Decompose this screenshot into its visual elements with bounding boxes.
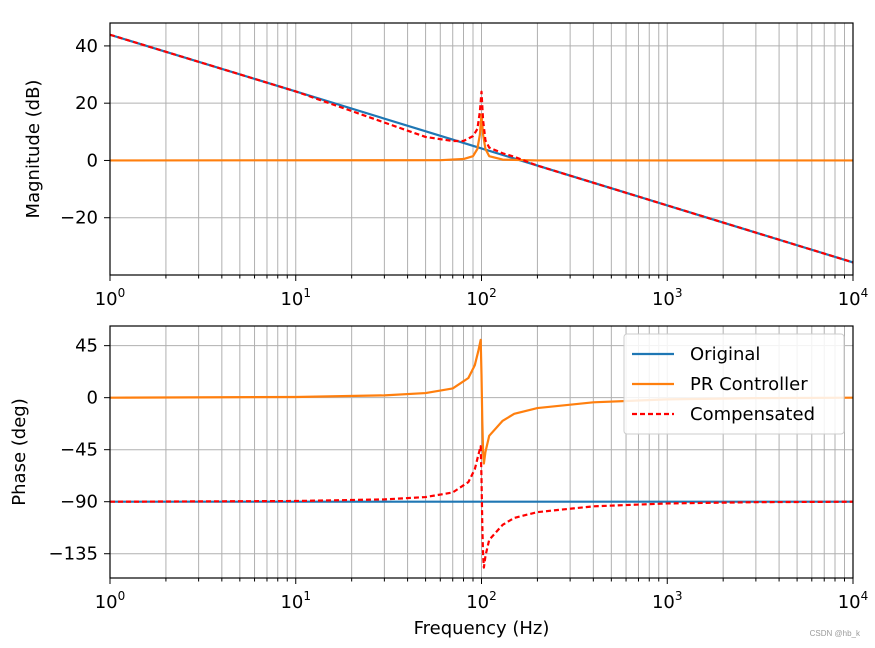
x-tick-label: 103 — [652, 589, 683, 613]
y-axis-label: Magnitude (dB) — [23, 80, 44, 219]
x-tick-label: 104 — [838, 589, 869, 613]
legend-label: PR Controller — [690, 374, 808, 395]
y-axis-label: Phase (deg) — [9, 398, 30, 505]
legend-label: Original — [690, 344, 760, 365]
series-line-pr-controller — [110, 113, 853, 162]
x-tick-label: 101 — [280, 589, 311, 613]
series-group — [110, 33, 853, 264]
series-group — [110, 338, 853, 569]
y-tick-label: 40 — [75, 36, 98, 57]
x-axis-label: Frequency (Hz) — [414, 618, 550, 639]
y-tick-label: 45 — [75, 336, 98, 357]
y-tick-label: 20 — [75, 93, 98, 114]
y-tick-label: 0 — [87, 150, 98, 171]
legend: Original PR Controller Compensated — [623, 333, 845, 435]
x-tick-label: 104 — [838, 286, 869, 310]
x-tick-label: 103 — [652, 286, 683, 310]
x-tick-label: 100 — [95, 286, 126, 310]
x-tick-label: 100 — [95, 589, 126, 613]
x-tick-label: 102 — [466, 589, 497, 613]
y-tick-label: −135 — [49, 544, 98, 565]
x-tick-label: 102 — [466, 286, 497, 310]
legend-box — [623, 333, 845, 435]
y-tick-label: −90 — [60, 492, 98, 513]
x-tick-label: 101 — [280, 286, 311, 310]
y-tick-label: 0 — [87, 388, 98, 409]
phase-panel: 100 101 102 103 104 45 0 −45 −90 −135 Phase (deg) F… — [9, 325, 869, 639]
watermark: CSDN @hb_k — [810, 629, 861, 638]
legend-label: Compensated — [690, 404, 815, 425]
series-line-pr-controller — [110, 338, 853, 465]
series-line-compensated — [110, 33, 853, 264]
series-line-compensated — [110, 445, 853, 569]
magnitude-panel: 100 101 102 103 104 40 20 0 −20 Magnitude (dB) — [23, 22, 869, 310]
y-tick-label: −45 — [60, 440, 98, 461]
y-tick-label: −20 — [60, 208, 98, 229]
